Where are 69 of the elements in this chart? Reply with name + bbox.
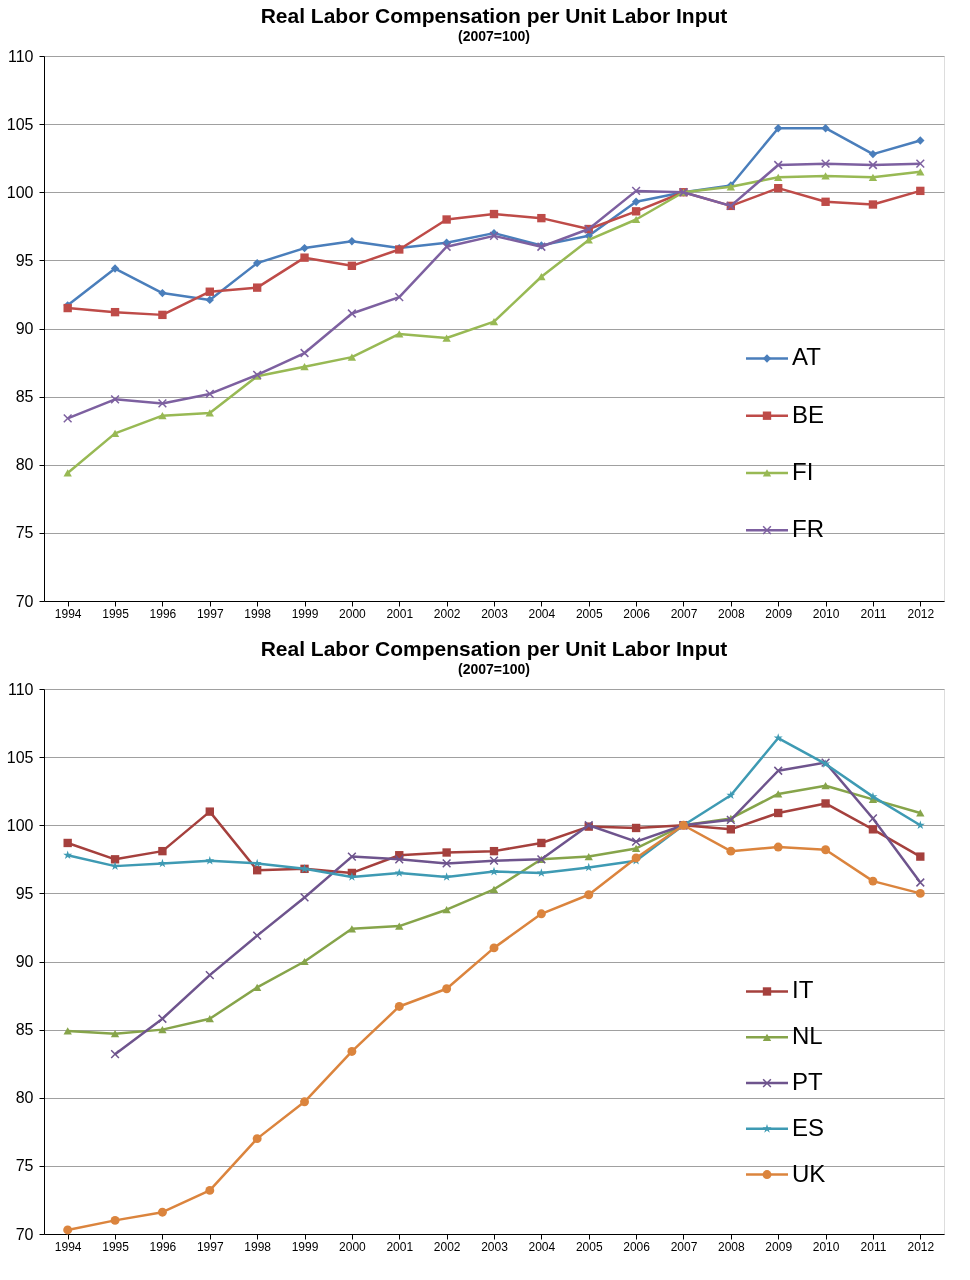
x-tick-label: 2005 <box>575 1239 603 1254</box>
x-tick-label: 2003 <box>481 1239 509 1254</box>
y-tick-label: 85 <box>15 1021 34 1039</box>
x-tick-label: 1996 <box>149 1239 177 1254</box>
x-tick-label: 1995 <box>102 1239 130 1254</box>
x-tick-label: 1994 <box>54 1239 82 1254</box>
legend-label: AT <box>792 343 822 371</box>
x-tick-label: 2010 <box>812 606 840 621</box>
x-tick-label: 2006 <box>623 1239 651 1254</box>
x-tick-label: 2008 <box>717 606 746 621</box>
x-tick-label: 2006 <box>623 606 651 621</box>
x-tick-label: 1999 <box>291 606 319 621</box>
legend-label: BE <box>792 400 825 428</box>
chart-title: Real Labor Compensation per Unit Labor Input <box>260 4 728 27</box>
y-tick-label: 110 <box>7 47 34 65</box>
legend-label: FR <box>792 515 824 543</box>
x-tick-label: 1997 <box>196 606 224 621</box>
x-tick-label: 1995 <box>102 606 130 621</box>
x-tick-label: 1999 <box>291 1239 319 1254</box>
chart-subtitle: (2007=100) <box>457 28 531 44</box>
y-tick-label: 75 <box>15 1157 34 1175</box>
y-tick-label: 90 <box>15 953 34 970</box>
y-tick-label: 105 <box>6 748 34 766</box>
y-tick-label: 80 <box>15 456 34 474</box>
x-tick-label: 2001 <box>386 1239 414 1254</box>
legend-label: PT <box>792 1068 824 1096</box>
chart-subtitle: (2007=100) <box>457 661 531 677</box>
x-tick-label: 2004 <box>528 606 556 621</box>
x-tick-label: 2012 <box>907 1239 935 1254</box>
legend-label: NL <box>792 1022 823 1050</box>
x-tick-label: 2000 <box>339 606 367 621</box>
y-tick-label: 90 <box>15 320 34 337</box>
x-tick-label: 1998 <box>244 1239 272 1254</box>
x-tick-label: 2005 <box>575 606 603 621</box>
legend-label: FI <box>792 457 814 485</box>
x-tick-label: 2000 <box>339 1239 367 1254</box>
y-tick-label: 80 <box>15 1089 34 1107</box>
y-tick-label: 70 <box>15 592 34 610</box>
y-tick-label: 110 <box>7 680 34 698</box>
x-tick-label: 2002 <box>433 1239 461 1254</box>
y-tick-label: 95 <box>15 884 34 902</box>
x-tick-label: 1996 <box>149 606 177 621</box>
x-tick-label: 2009 <box>765 1239 793 1254</box>
x-tick-label: 2007 <box>670 606 698 621</box>
y-tick-label: 95 <box>15 251 34 269</box>
x-tick-label: 2009 <box>765 606 793 621</box>
x-tick-label: 2008 <box>717 1239 746 1254</box>
x-tick-label: 2002 <box>433 606 461 621</box>
legend-label: IT <box>792 976 814 1004</box>
x-tick-label: 1994 <box>54 606 82 621</box>
y-tick-label: 75 <box>15 524 34 542</box>
x-tick-label: 2001 <box>386 606 414 621</box>
y-tick-label: 100 <box>6 183 34 201</box>
y-tick-label: 85 <box>15 388 34 406</box>
legend-label: UK <box>792 1159 826 1187</box>
y-tick-label: 100 <box>6 816 34 834</box>
x-tick-label: 1997 <box>196 1239 224 1254</box>
chart-title: Real Labor Compensation per Unit Labor Input <box>260 637 728 660</box>
x-tick-label: 2012 <box>907 606 935 621</box>
x-tick-label: 1998 <box>244 606 272 621</box>
x-tick-label: 2011 <box>860 606 887 621</box>
x-tick-label: 2010 <box>812 1239 840 1254</box>
x-tick-label: 2004 <box>528 1239 556 1254</box>
x-tick-label: 2011 <box>860 1239 887 1254</box>
legend-label: ES <box>792 1113 825 1141</box>
y-tick-label: 105 <box>6 115 34 133</box>
x-tick-label: 2007 <box>670 1239 698 1254</box>
y-tick-label: 70 <box>15 1225 34 1243</box>
x-tick-label: 2003 <box>481 606 509 621</box>
